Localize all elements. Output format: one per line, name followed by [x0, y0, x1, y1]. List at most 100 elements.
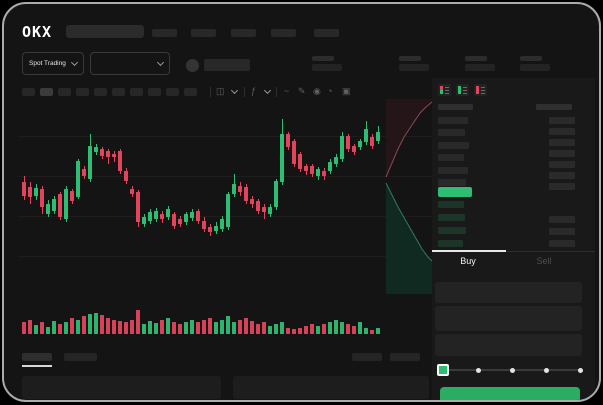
- timeframe-button[interactable]: [94, 88, 107, 96]
- candle: [376, 132, 380, 141]
- nav-item-placeholder[interactable]: [152, 29, 177, 37]
- volume-bar: [370, 330, 374, 334]
- volume-bar: [316, 326, 320, 334]
- candle: [190, 212, 194, 218]
- volume-bar: [130, 320, 134, 334]
- orderbook-bids-view-icon[interactable]: [456, 84, 469, 96]
- slider-step-dot[interactable]: [510, 367, 515, 373]
- bottom-tab[interactable]: [64, 353, 97, 361]
- volume-bar: [106, 318, 110, 334]
- draw-tool-icon[interactable]: ✎: [298, 86, 306, 96]
- candle: [286, 134, 290, 147]
- candle: [28, 187, 32, 197]
- volume-bar: [268, 326, 272, 334]
- slider-step-dot[interactable]: [544, 367, 549, 373]
- volume-bar: [286, 328, 290, 334]
- orderbook-ask-row[interactable]: [438, 179, 466, 186]
- chevron-down-icon: [70, 58, 79, 67]
- tab-buy[interactable]: Buy: [460, 256, 476, 266]
- timeframe-button[interactable]: [112, 88, 125, 96]
- order-input-field[interactable]: [435, 282, 582, 303]
- search-input[interactable]: [66, 25, 144, 38]
- timeframe-button[interactable]: [22, 88, 35, 96]
- candle: [40, 189, 44, 207]
- fullscreen-icon[interactable]: ▣: [342, 86, 351, 96]
- history-icon[interactable]: ◔: [327, 86, 333, 96]
- timeframe-button[interactable]: [58, 88, 71, 96]
- orderbook-bid-row[interactable]: [438, 201, 464, 208]
- orderbook-ask-row[interactable]: [438, 154, 464, 161]
- orderbook-ask-row[interactable]: [549, 172, 575, 179]
- orderbook-bid-row[interactable]: [549, 216, 575, 223]
- line-tool-icon[interactable]: ~: [284, 86, 290, 96]
- nav-item-placeholder[interactable]: [231, 29, 256, 37]
- volume-bar: [76, 320, 80, 334]
- timeframe-button[interactable]: [130, 88, 143, 96]
- bottom-panel-placeholder[interactable]: [22, 376, 221, 399]
- orderbook-header-placeholder: [438, 104, 473, 110]
- orderbook-ask-row[interactable]: [438, 117, 468, 124]
- slider-step-dot[interactable]: [578, 367, 583, 373]
- orderbook-ask-row[interactable]: [549, 150, 575, 157]
- buy-submit-button[interactable]: [440, 387, 580, 400]
- bottom-tab[interactable]: [22, 353, 52, 361]
- slider-handle[interactable]: [437, 364, 449, 376]
- tab-sell[interactable]: Sell: [536, 256, 552, 266]
- chevron-down-icon[interactable]: [263, 86, 272, 95]
- candle: [70, 191, 74, 201]
- timeframe-button[interactable]: [184, 88, 197, 96]
- indicators-icon[interactable]: ƒ: [251, 86, 257, 96]
- volume-bar: [292, 329, 296, 334]
- orderbook-split-view-icon[interactable]: [438, 84, 451, 96]
- pair-selector[interactable]: [90, 52, 170, 75]
- orderbook-ask-row[interactable]: [549, 139, 575, 146]
- volume-bar: [334, 320, 338, 334]
- candle: [364, 129, 368, 142]
- orderbook-ask-row[interactable]: [549, 128, 575, 135]
- orderbook-ask-row[interactable]: [549, 161, 575, 168]
- camera-icon[interactable]: ◉: [313, 86, 321, 96]
- orderbook-bid-row[interactable]: [438, 214, 465, 221]
- orderbook-bid-row[interactable]: [549, 228, 575, 235]
- volume-bar: [274, 324, 278, 334]
- volume-bar: [100, 315, 104, 334]
- toolbar-divider: [210, 87, 211, 97]
- nav-item-placeholder[interactable]: [314, 29, 339, 37]
- orderbook-asks-view-icon[interactable]: [474, 84, 487, 96]
- market-type-label: Spot Trading: [29, 60, 66, 67]
- slider-step-dot[interactable]: [476, 367, 481, 373]
- orderbook-bid-row[interactable]: [438, 240, 463, 247]
- bottom-tab[interactable]: [352, 353, 382, 361]
- chart-type-icon[interactable]: ◫: [216, 86, 225, 96]
- orderbook-bid-row[interactable]: [438, 227, 466, 234]
- candle: [292, 141, 296, 164]
- timeframe-button[interactable]: [166, 88, 179, 96]
- candle: [280, 134, 284, 182]
- orderbook-bid-row[interactable]: [549, 240, 575, 247]
- candle: [244, 187, 248, 201]
- orderbook-ask-row[interactable]: [438, 129, 465, 136]
- timeframe-button[interactable]: [40, 88, 53, 96]
- volume-bar: [244, 318, 248, 334]
- icon-bar: [440, 90, 443, 94]
- icon-bar: [476, 86, 479, 94]
- orderbook-ask-row[interactable]: [549, 183, 575, 190]
- order-input-field[interactable]: [435, 334, 582, 356]
- market-type-selector[interactable]: Spot Trading: [22, 52, 84, 75]
- timeframe-button[interactable]: [76, 88, 89, 96]
- stat-label-placeholder: [312, 56, 334, 61]
- orderbook-ask-row[interactable]: [438, 142, 469, 149]
- chevron-down-icon[interactable]: [230, 86, 239, 95]
- account-placeholder[interactable]: [204, 59, 250, 71]
- nav-item-placeholder[interactable]: [271, 29, 296, 37]
- bottom-panel-placeholder[interactable]: [233, 376, 429, 399]
- icon-line: [463, 87, 467, 88]
- order-input-field[interactable]: [435, 306, 582, 331]
- timeframe-button[interactable]: [148, 88, 161, 96]
- okx-logo[interactable]: OKX: [22, 23, 53, 41]
- nav-item-placeholder[interactable]: [191, 29, 216, 37]
- bottom-tab[interactable]: [390, 353, 420, 361]
- orderbook-ask-row[interactable]: [438, 167, 468, 174]
- orderbook-ask-row[interactable]: [549, 117, 575, 124]
- avatar[interactable]: [186, 59, 199, 72]
